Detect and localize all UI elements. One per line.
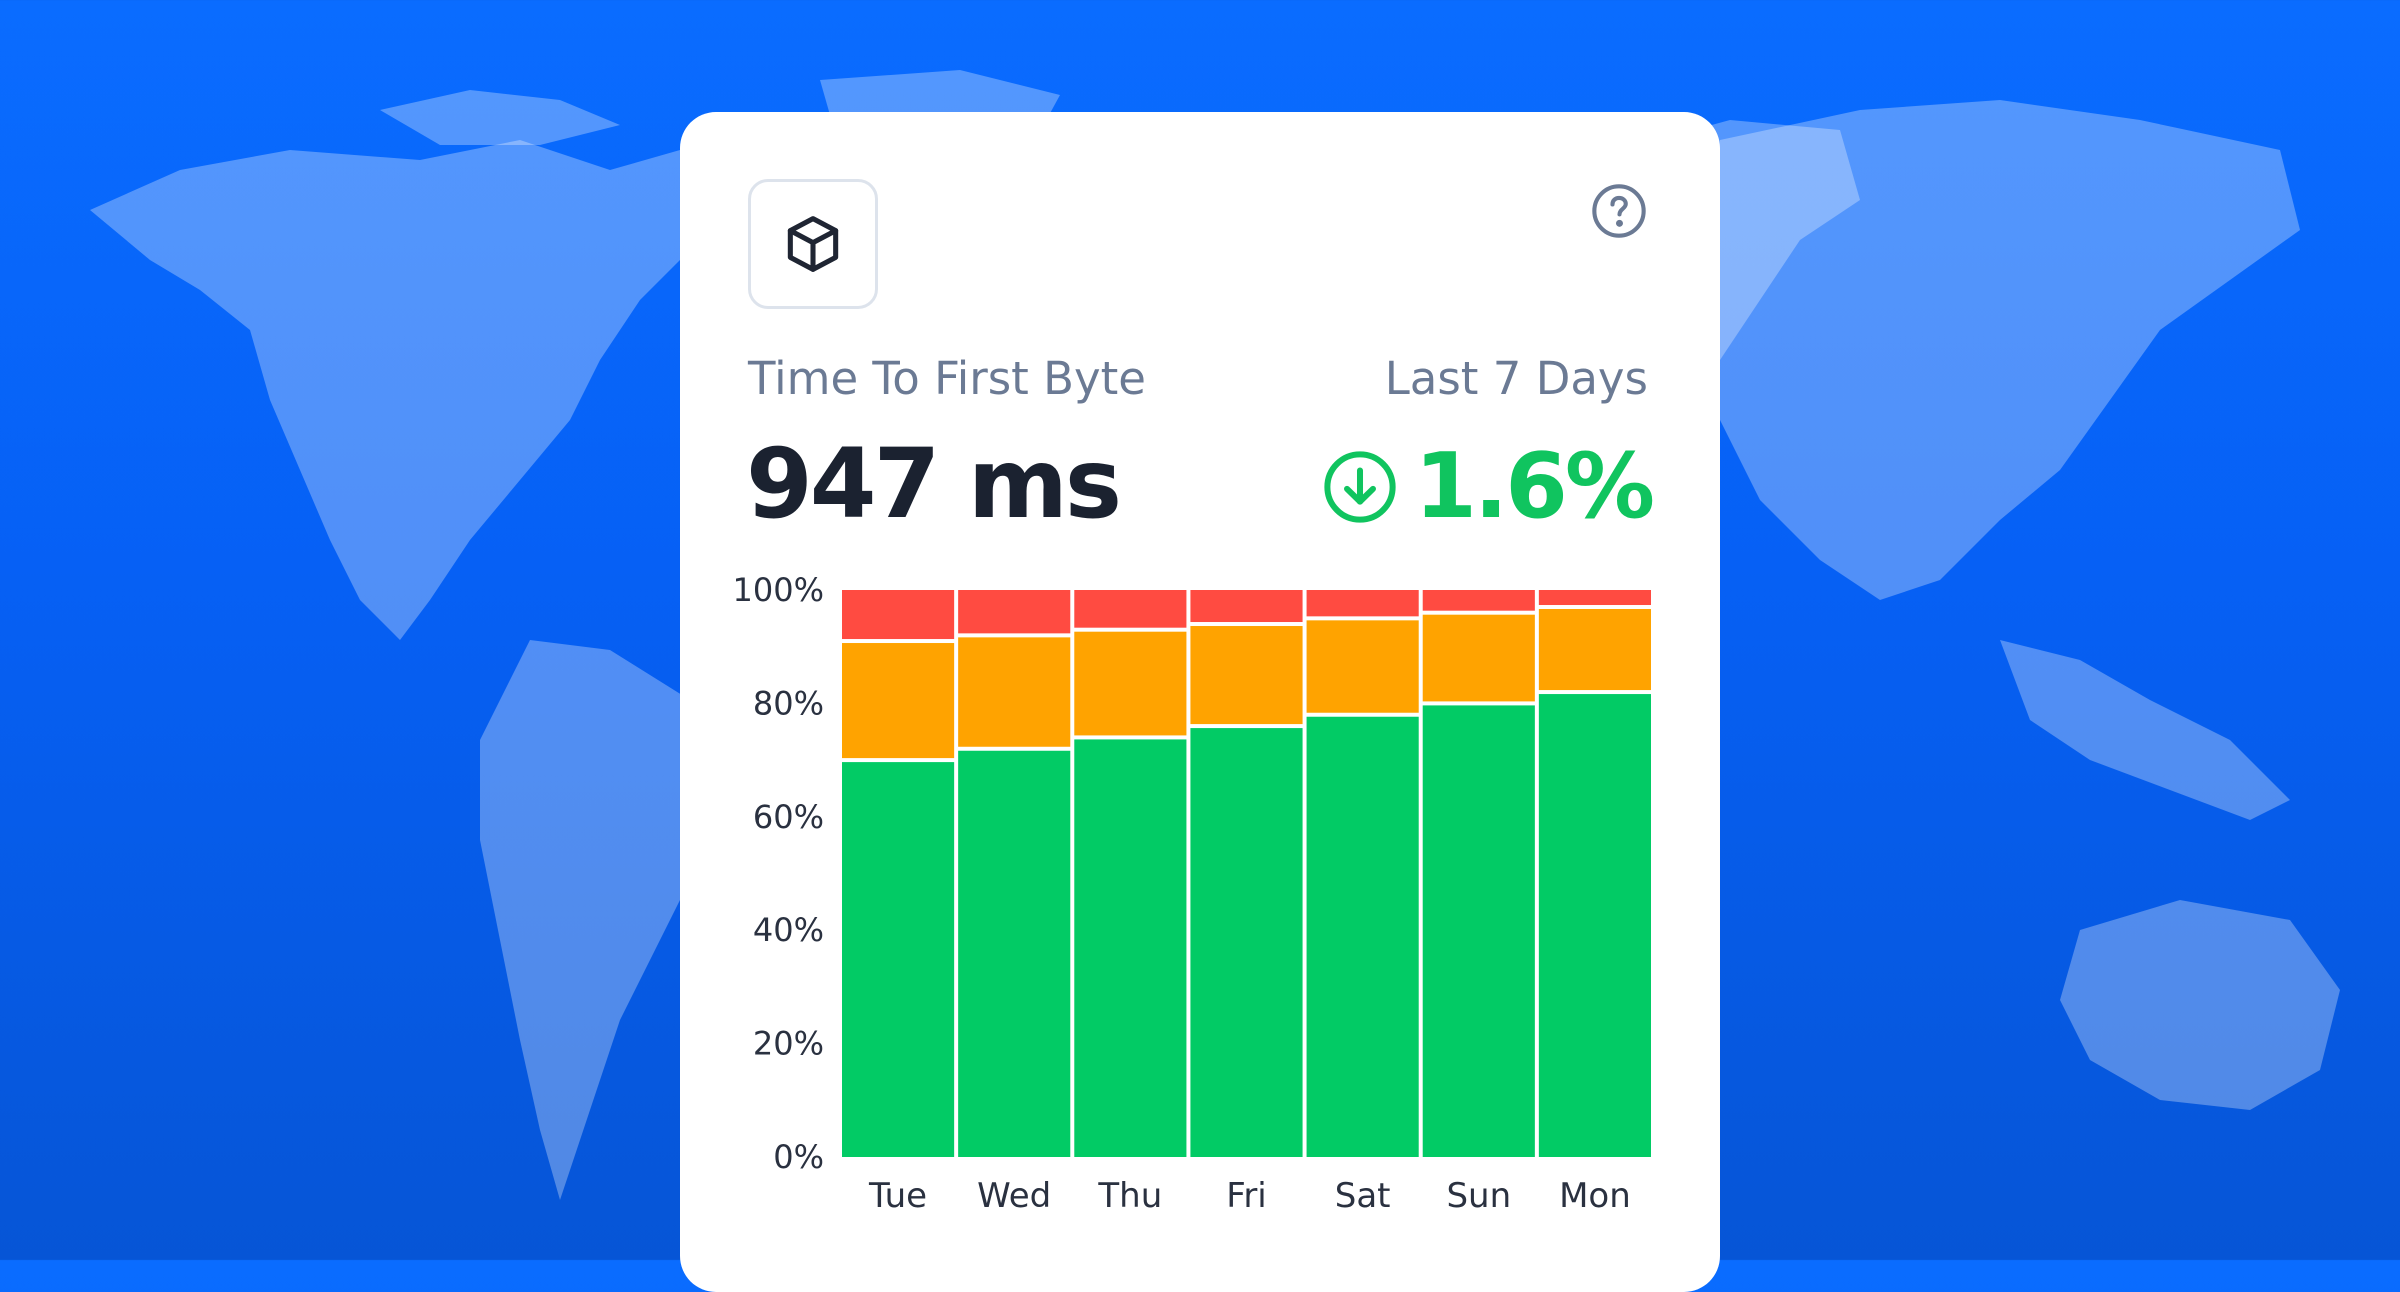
bar-segment[interactable]	[1190, 626, 1303, 725]
world-map-background	[0, 0, 2400, 1260]
bar-segment[interactable]	[1190, 590, 1303, 623]
metric-card: Time To First Byte Last 7 Days 947 ms 1.…	[680, 112, 1720, 1292]
bar-segment[interactable]	[842, 762, 955, 1157]
bar-segment[interactable]	[842, 590, 955, 640]
metric-title: Time To First Byte	[748, 352, 1146, 405]
x-tick-label: Mon	[1559, 1176, 1631, 1216]
bar-segment[interactable]	[1306, 590, 1419, 617]
y-tick-label: 80%	[753, 684, 824, 722]
bar-segment[interactable]	[1422, 590, 1535, 611]
bar-segment[interactable]	[1074, 590, 1187, 628]
south-america-shape	[480, 640, 720, 1200]
southeast-asia-shape	[2000, 640, 2290, 820]
bar-segment[interactable]	[1074, 631, 1187, 736]
y-tick-label: 20%	[753, 1025, 824, 1063]
bar-segment[interactable]	[1306, 716, 1419, 1157]
asia-shape	[1720, 100, 2300, 600]
bar-segment[interactable]	[1538, 609, 1651, 691]
y-tick-label: 100%	[733, 571, 824, 609]
period-label: Last 7 Days	[1384, 352, 1648, 405]
x-tick-label: Fri	[1226, 1176, 1267, 1216]
x-tick-label: Wed	[977, 1176, 1051, 1216]
bar-segment[interactable]	[1538, 694, 1651, 1157]
arctic-islands-shape	[380, 90, 620, 145]
arrow-down-circle-icon	[1324, 450, 1397, 523]
bar-segment[interactable]	[1074, 739, 1187, 1157]
metric-value: 947 ms	[746, 428, 1122, 540]
cube-icon	[787, 216, 839, 272]
y-tick-label: 40%	[753, 911, 824, 949]
bar-segment[interactable]	[1422, 614, 1535, 702]
x-tick-label: Sat	[1335, 1176, 1391, 1216]
bar-segment[interactable]	[958, 750, 1071, 1157]
bar-segment[interactable]	[1190, 728, 1303, 1157]
stacked-bar-chart: 0% 20% 40% 60% 80% 100% Tue Wed Thu Fri Sat Sun Mon	[733, 571, 1651, 1216]
y-tick-label: 0%	[773, 1138, 824, 1176]
bar-segment[interactable]	[958, 637, 1071, 747]
australia-shape	[2060, 900, 2340, 1110]
bar-segment[interactable]	[1538, 590, 1651, 606]
metric-icon-box	[748, 179, 878, 309]
bar-segment[interactable]	[958, 590, 1071, 634]
x-tick-label: Sun	[1446, 1176, 1511, 1216]
x-tick-label: Thu	[1097, 1176, 1162, 1216]
bar-segment[interactable]	[1422, 705, 1535, 1157]
y-tick-label: 60%	[753, 798, 824, 836]
question-circle-icon[interactable]	[1590, 182, 1648, 240]
x-tick-label: Tue	[868, 1176, 927, 1216]
change-indicator: 1.6%	[1322, 434, 1655, 539]
change-value: 1.6%	[1414, 434, 1655, 539]
bar-segment[interactable]	[1306, 620, 1419, 713]
bar-segment[interactable]	[842, 643, 955, 759]
north-america-shape	[90, 140, 760, 640]
